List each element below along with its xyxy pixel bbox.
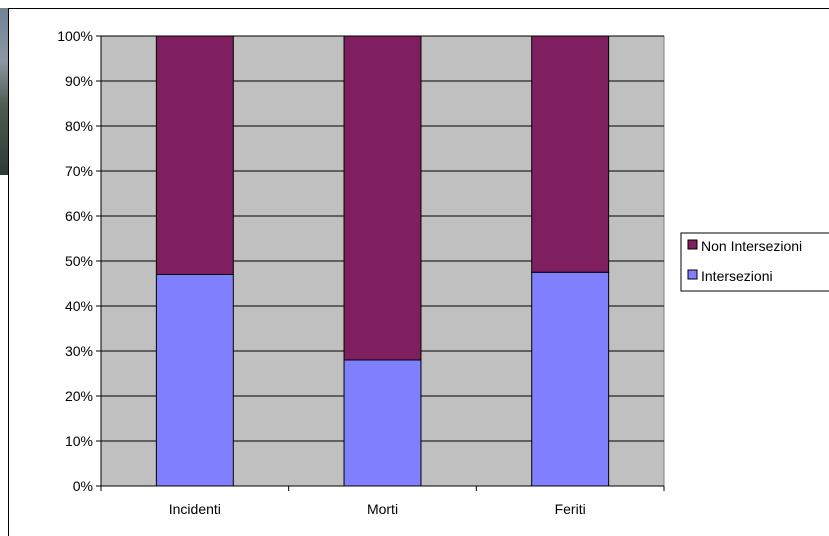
x-axis-ticks: Incidenti Morti Feriti xyxy=(100,486,665,517)
y-tick-label: 90% xyxy=(65,73,93,89)
legend-label-intersezioni: Intersezioni xyxy=(701,268,773,284)
legend-swatch-non-intersezioni xyxy=(687,239,698,250)
bars xyxy=(155,35,610,487)
x-tick-label-morti: Morti xyxy=(367,501,398,517)
y-tick-label: 40% xyxy=(65,298,93,314)
bar-incidenti-non-intersezioni xyxy=(155,35,234,275)
bar-feriti-intersezioni xyxy=(531,271,610,487)
y-tick-label: 20% xyxy=(65,388,93,404)
x-tick-label-feriti: Feriti xyxy=(555,501,586,517)
y-axis-ticks: 0% 10% 20% 30% 40% 50% 60% 70% 80% 90% 100% xyxy=(57,28,101,494)
legend-label-non-intersezioni: Non Intersezioni xyxy=(701,238,802,254)
y-tick-label: 10% xyxy=(65,433,93,449)
bar-morti-non-intersezioni xyxy=(343,35,422,361)
y-tick-label: 70% xyxy=(65,163,93,179)
chart-area: 0% 10% 20% 30% 40% 50% 60% 70% 80% 90% 100% Incide… xyxy=(8,8,829,536)
legend: Non Intersezioni Intersezioni xyxy=(680,232,829,292)
y-tick-label: 0% xyxy=(73,478,93,494)
bar-feriti-non-intersezioni xyxy=(531,35,610,273)
y-tick-label: 50% xyxy=(65,253,93,269)
bar-morti-intersezioni xyxy=(343,359,422,487)
y-tick-label: 30% xyxy=(65,343,93,359)
legend-box xyxy=(680,232,829,292)
x-tick-label-incidenti: Incidenti xyxy=(169,501,221,517)
stacked-percent-bar-chart: 0% 10% 20% 30% 40% 50% 60% 70% 80% 90% 100% Incide… xyxy=(57,28,829,517)
y-tick-label: 60% xyxy=(65,208,93,224)
y-tick-label: 80% xyxy=(65,118,93,134)
bar-incidenti-intersezioni xyxy=(155,274,234,487)
legend-swatch-intersezioni xyxy=(687,269,698,280)
y-tick-label: 100% xyxy=(57,28,93,44)
